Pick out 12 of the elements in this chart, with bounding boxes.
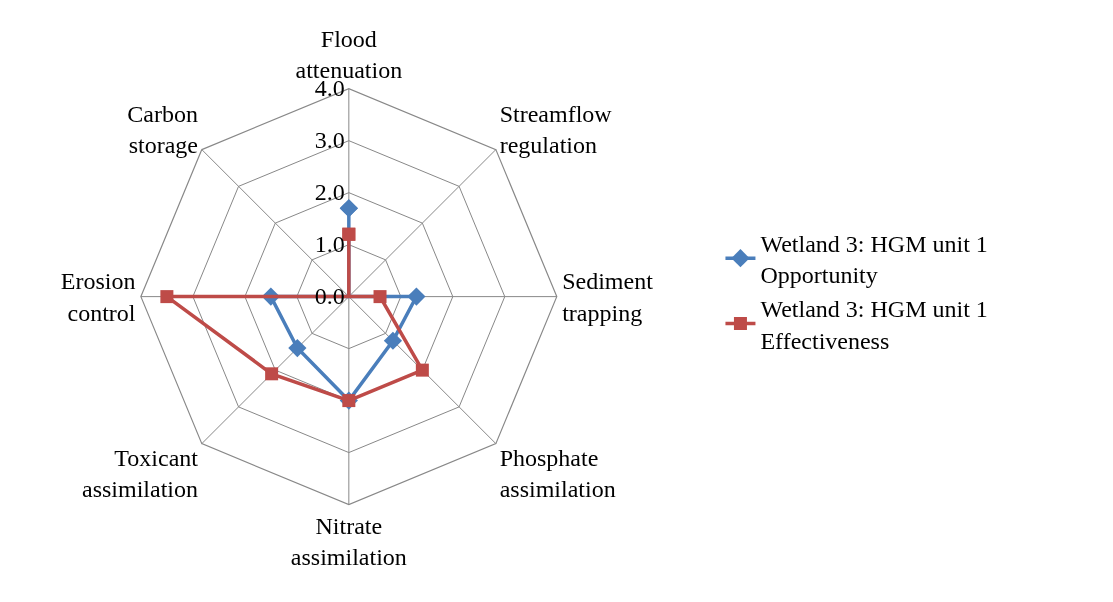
spoke-label: Nitrate assimilation	[290, 512, 407, 571]
y-tick-label: 2.0	[314, 179, 345, 206]
legend-label: Wetland 3: HGM unit 1 Effectiveness	[760, 296, 988, 354]
spoke-label: Erosion control	[60, 268, 136, 326]
spoke-label: Phosphate assimilation	[499, 444, 616, 503]
spoke-label: Toxicant assimilation	[81, 444, 199, 503]
legend-label: Wetland 3: HGM unit 1 Opportunity	[760, 230, 988, 289]
y-tick-label: 3.0	[314, 127, 345, 154]
spoke-label: Sediment trapping	[562, 268, 654, 326]
y-tick-label: 1.0	[314, 231, 345, 258]
spoke-label: Streamflow regulation	[499, 100, 613, 158]
spoke-label: Carbon storage	[127, 100, 198, 158]
